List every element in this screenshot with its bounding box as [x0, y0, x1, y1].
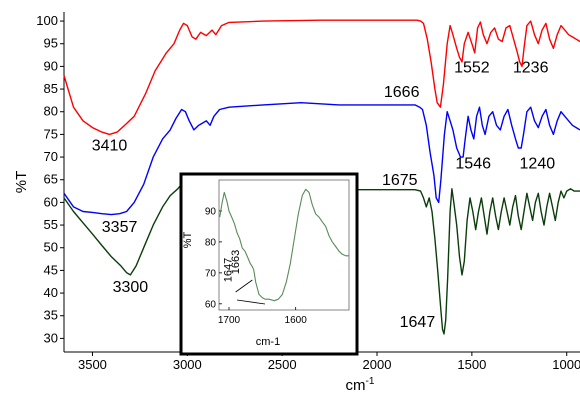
main-axes: 30 35 40 45 50 55 60 65 70 75 80 85 90 95 100 3500 3000 2…: [36, 12, 580, 372]
x-tick-label: 1500: [457, 357, 486, 372]
spectrum-line: [63, 101, 580, 216]
inset-y-tick-label: 60: [205, 299, 217, 310]
peak-label: 3300: [113, 279, 149, 296]
x-tick-label: 3000: [173, 357, 202, 372]
peak-label: 3357: [102, 219, 138, 236]
y-tick-label: 80: [44, 104, 58, 119]
y-tick-label: 65: [44, 172, 58, 187]
inset-pointer: [235, 279, 253, 293]
y-tick-label: 30: [44, 330, 58, 345]
inset-plot-area: [218, 179, 350, 311]
inset-series: [219, 188, 349, 302]
inset-peak-label: 1647: [223, 258, 235, 282]
inset-spectrum-line: [219, 188, 349, 302]
peak-label: 1666: [384, 84, 420, 101]
y-axis-title: %T: [13, 171, 30, 194]
inset-x-tick-label: 1600: [285, 315, 308, 326]
main-axis-titles: %T cm-1: [13, 171, 375, 394]
inset-x-axis-title: cm-1: [256, 336, 280, 348]
y-tick-label: 40: [44, 285, 58, 300]
peak-label: 1236: [513, 59, 549, 76]
x-tick-label: 1000: [552, 357, 580, 372]
x-tick-label: 2000: [363, 357, 392, 372]
x-tick-label: 3500: [78, 357, 107, 372]
x-axis-title-superscript: -1: [366, 376, 375, 387]
peak-label: 1675: [382, 172, 418, 189]
peak-label: 1546: [455, 155, 491, 172]
y-tick-label: 50: [44, 240, 58, 255]
y-tick-label: 60: [44, 194, 58, 209]
y-tick-label: 35: [44, 308, 58, 323]
main-annotations: 3410 3357 3300 1666 1552 1236 1675 1546 1240 1647: [92, 59, 555, 331]
inset-x-tick-label: 1700: [218, 315, 241, 326]
spectrum-line: [63, 19, 580, 136]
peak-label: 1647: [400, 314, 436, 331]
inset-frame: [179, 172, 359, 356]
inset-pointer: [236, 299, 266, 305]
inset-y-axis-title: %T: [182, 231, 194, 248]
x-axis-title: cm-1: [346, 376, 375, 394]
inset-y-tick-label: 70: [205, 268, 217, 279]
inset-y-tick-label: 80: [205, 237, 217, 248]
y-tick-label: 90: [44, 58, 58, 73]
y-tick-label: 85: [44, 81, 58, 96]
x-axis-title-base: cm: [346, 377, 366, 394]
y-tick-label: 55: [44, 217, 58, 232]
inset-peak-label: 1663: [230, 250, 242, 274]
inset-axes: 60 70 80 90 1700 1600: [205, 179, 350, 326]
y-tick-label: 70: [44, 149, 58, 164]
peak-label: 3410: [92, 137, 128, 154]
y-tick-label: 45: [44, 262, 58, 277]
y-tick-label: 100: [36, 13, 58, 28]
inset-y-tick-label: 90: [205, 206, 217, 217]
peak-label: 1552: [454, 59, 490, 76]
peak-label: 1240: [520, 155, 556, 172]
x-tick-label: 2500: [268, 357, 297, 372]
y-tick-label: 75: [44, 126, 58, 141]
y-tick-label: 95: [44, 36, 58, 51]
